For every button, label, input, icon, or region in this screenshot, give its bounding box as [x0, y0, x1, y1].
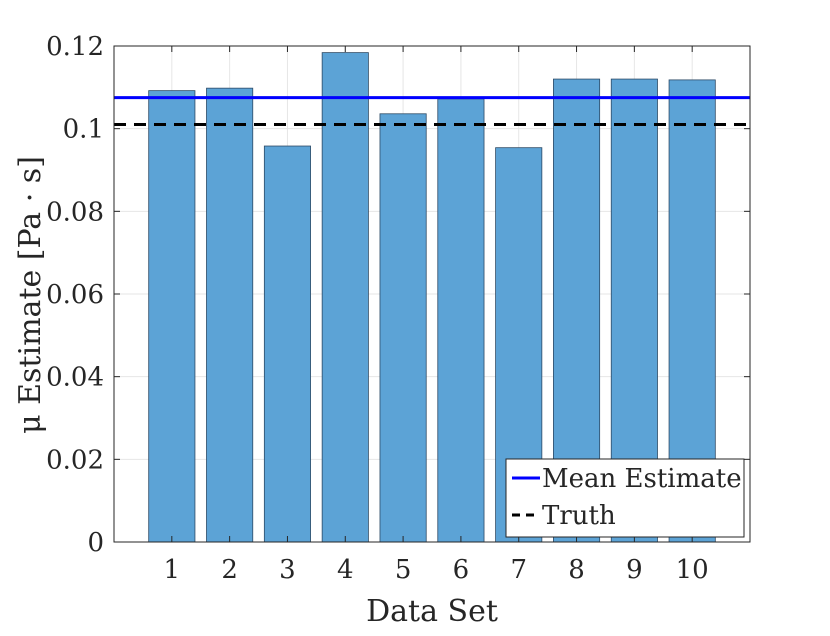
bar-5 [379, 113, 427, 543]
bar-2 [206, 87, 254, 543]
bar-1 [148, 90, 196, 543]
y-tick-label: 0.12 [46, 32, 104, 62]
bar-6 [437, 98, 485, 543]
y-tick-label: 0.04 [46, 363, 104, 393]
x-tick-label: 2 [221, 555, 238, 585]
x-axis-label: Data Set [366, 594, 498, 629]
x-tick-label: 9 [626, 555, 643, 585]
x-tick-label: 6 [453, 555, 470, 585]
y-axis-ticks: 0 0.02 0.04 0.06 0.08 0.1 0.12 [46, 32, 750, 558]
legend-entry-label: Mean Estimate [542, 464, 742, 494]
y-tick-label: 0.1 [63, 115, 104, 145]
y-axis-label: μ Estimate [Pa · s] [13, 156, 48, 434]
x-tick-label: 4 [337, 555, 354, 585]
x-tick-label: 1 [164, 555, 181, 585]
x-tick-label: 8 [568, 555, 585, 585]
y-tick-label: 0.08 [46, 197, 104, 227]
x-axis-ticks: 1 2 3 4 5 6 7 8 9 10 [164, 46, 709, 585]
reference-lines [114, 96, 750, 127]
bar-4 [321, 52, 369, 543]
y-tick-label: 0.06 [46, 280, 104, 310]
bars [148, 52, 716, 543]
x-tick-label: 3 [279, 555, 296, 585]
legend: Mean Estimate Truth [505, 458, 745, 538]
y-tick-label: 0.02 [46, 445, 104, 475]
x-tick-label: 5 [395, 555, 412, 585]
legend-entry-label: Truth [542, 501, 616, 531]
x-tick-label: 7 [510, 555, 527, 585]
y-tick-label: 0 [87, 528, 104, 558]
x-tick-label: 10 [676, 555, 709, 585]
bar-3 [263, 145, 311, 543]
legend-box [505, 458, 745, 538]
